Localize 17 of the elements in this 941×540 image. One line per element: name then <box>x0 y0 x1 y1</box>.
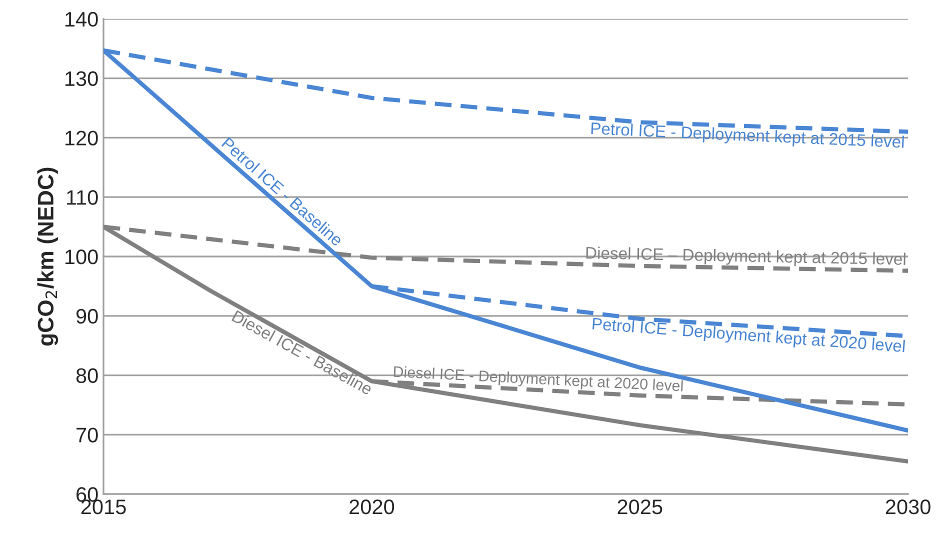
x-tick-label: 2020 <box>350 500 394 514</box>
series-label: Diesel ICE - Deployment kept at 2020 level <box>394 366 683 394</box>
y-tick-label: 60 <box>76 487 98 502</box>
y-tick-label: 90 <box>76 308 98 324</box>
y-tick-label: 80 <box>76 368 98 384</box>
series-label: Petrol ICE - Deployment kept at 2015 level <box>591 122 904 152</box>
y-axis-title: gCO$_{2}$/km (NEDC) <box>37 168 58 346</box>
y-tick-label: 110 <box>67 190 98 205</box>
series-label: Petrol ICE - Deployment kept at 2020 level <box>592 317 906 356</box>
x-tick-label: 2025 <box>618 500 662 514</box>
y-tick-label: 100 <box>65 250 98 264</box>
x-tick-label: 2030 <box>886 500 930 514</box>
y-tick-label: 70 <box>76 428 98 442</box>
y-tick-label: 130 <box>65 71 98 86</box>
y-tick-label: 140 <box>65 12 98 27</box>
y-tick-label: 120 <box>65 130 98 146</box>
x-tick-label: 2015 <box>81 500 126 514</box>
